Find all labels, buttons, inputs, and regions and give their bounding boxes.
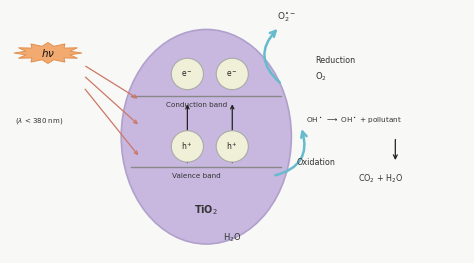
Text: e$^-$: e$^-$ [227, 69, 238, 79]
Ellipse shape [171, 131, 203, 162]
Text: OH$^\bullet$ $\longrightarrow$ OH$^\bullet$ + pollutant: OH$^\bullet$ $\longrightarrow$ OH$^\bull… [306, 116, 401, 126]
Text: ($\lambda$ < 380 nm): ($\lambda$ < 380 nm) [15, 116, 63, 126]
Text: O$_2^{\bullet -}$: O$_2^{\bullet -}$ [277, 11, 296, 24]
Ellipse shape [171, 58, 203, 90]
Ellipse shape [216, 58, 248, 90]
Text: Oxidation: Oxidation [296, 158, 335, 167]
Text: Conduction band: Conduction band [166, 102, 228, 108]
Text: O$_2$: O$_2$ [315, 70, 327, 83]
Text: h$^+$: h$^+$ [226, 140, 238, 152]
Text: h$^+$: h$^+$ [182, 140, 193, 152]
Ellipse shape [216, 131, 248, 162]
Text: e$^-$: e$^-$ [182, 69, 193, 79]
Text: Reduction: Reduction [315, 56, 355, 65]
Polygon shape [14, 43, 82, 63]
Text: $h\nu$: $h\nu$ [41, 47, 55, 59]
Ellipse shape [121, 29, 292, 244]
Text: H$_2$O: H$_2$O [223, 231, 242, 244]
Text: CO$_2$ + H$_2$O: CO$_2$ + H$_2$O [357, 172, 403, 185]
Text: TiO$_2$: TiO$_2$ [194, 203, 218, 216]
Text: Valence band: Valence band [173, 173, 221, 179]
